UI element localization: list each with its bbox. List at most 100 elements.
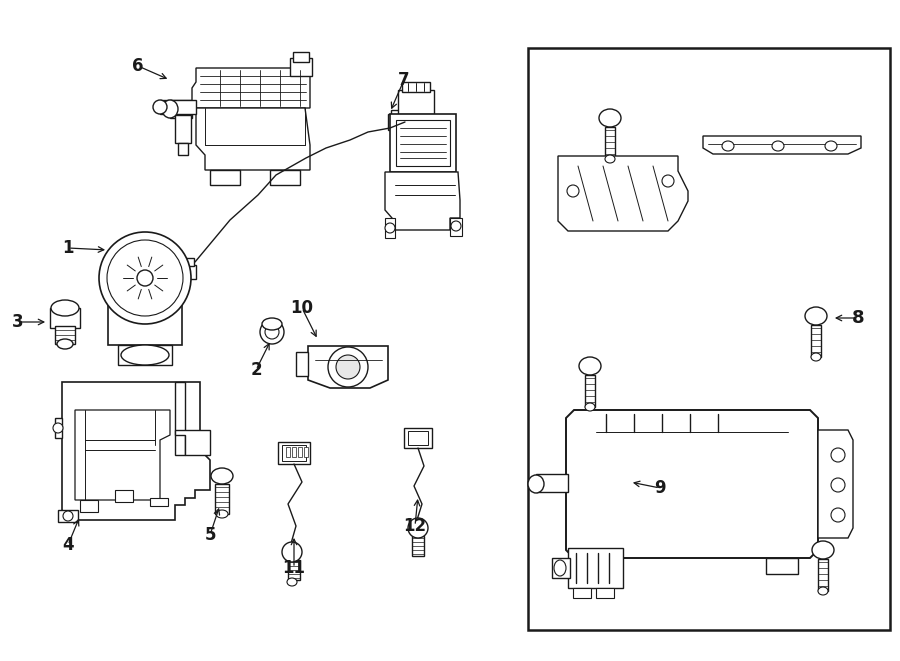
Polygon shape <box>75 410 170 500</box>
Ellipse shape <box>328 347 368 387</box>
Ellipse shape <box>528 475 544 493</box>
Bar <box>278 442 310 464</box>
Text: 7: 7 <box>398 71 410 89</box>
Ellipse shape <box>605 155 615 163</box>
Polygon shape <box>566 410 818 558</box>
Bar <box>585 375 595 407</box>
Ellipse shape <box>831 508 845 522</box>
Ellipse shape <box>137 270 153 286</box>
Text: 5: 5 <box>204 526 216 544</box>
Bar <box>596 588 614 598</box>
Bar <box>178 143 188 155</box>
Text: 8: 8 <box>851 309 864 327</box>
Polygon shape <box>385 172 460 230</box>
Text: 1: 1 <box>62 239 74 257</box>
Bar <box>293 52 309 62</box>
Bar <box>160 100 196 114</box>
Text: 2: 2 <box>250 361 262 379</box>
Ellipse shape <box>599 109 621 127</box>
Bar <box>292 447 296 457</box>
Bar <box>286 447 290 457</box>
Ellipse shape <box>57 339 73 349</box>
Bar <box>170 100 192 118</box>
Ellipse shape <box>99 232 191 324</box>
Bar <box>178 265 196 279</box>
Text: 11: 11 <box>283 559 305 577</box>
Ellipse shape <box>216 510 228 518</box>
Bar <box>818 559 828 591</box>
Polygon shape <box>192 68 310 108</box>
Text: 9: 9 <box>654 479 666 497</box>
Ellipse shape <box>51 300 79 316</box>
Ellipse shape <box>451 221 461 231</box>
Text: 6: 6 <box>132 57 144 75</box>
Bar <box>568 548 623 588</box>
Polygon shape <box>296 352 308 376</box>
Bar <box>605 127 615 159</box>
Ellipse shape <box>162 100 178 118</box>
Bar <box>150 498 168 506</box>
Bar <box>404 428 432 448</box>
Ellipse shape <box>585 403 595 411</box>
Polygon shape <box>210 170 240 185</box>
Bar <box>412 536 424 556</box>
Text: 12: 12 <box>403 517 427 535</box>
Polygon shape <box>308 346 388 388</box>
Bar <box>290 58 312 76</box>
Ellipse shape <box>107 240 183 316</box>
Ellipse shape <box>812 541 834 559</box>
Bar <box>288 560 300 580</box>
Ellipse shape <box>53 423 63 433</box>
Ellipse shape <box>772 141 784 151</box>
Ellipse shape <box>662 175 674 187</box>
Bar <box>282 445 306 461</box>
Ellipse shape <box>825 141 837 151</box>
Bar <box>118 345 172 365</box>
Ellipse shape <box>265 325 279 339</box>
Polygon shape <box>175 430 210 455</box>
Bar <box>398 90 434 114</box>
Ellipse shape <box>831 448 845 462</box>
Bar <box>396 120 450 166</box>
Polygon shape <box>55 418 62 438</box>
Polygon shape <box>270 170 300 185</box>
Polygon shape <box>175 382 185 455</box>
Bar <box>80 500 98 512</box>
Polygon shape <box>196 108 310 170</box>
Ellipse shape <box>818 587 828 595</box>
Ellipse shape <box>287 578 297 586</box>
Ellipse shape <box>831 478 845 492</box>
Polygon shape <box>703 136 861 154</box>
Bar <box>115 490 133 502</box>
Bar <box>811 325 821 357</box>
Ellipse shape <box>805 307 827 325</box>
Ellipse shape <box>408 518 428 538</box>
Text: 10: 10 <box>291 299 313 317</box>
Bar <box>390 114 456 172</box>
Bar <box>766 558 798 574</box>
Bar <box>215 484 229 514</box>
Bar <box>108 290 182 345</box>
Ellipse shape <box>282 542 302 562</box>
Polygon shape <box>58 510 78 522</box>
Ellipse shape <box>63 511 73 521</box>
Ellipse shape <box>567 185 579 197</box>
Bar <box>402 82 430 92</box>
Bar <box>552 558 570 578</box>
Bar <box>408 431 428 445</box>
Ellipse shape <box>811 353 821 361</box>
Ellipse shape <box>121 345 169 365</box>
Bar <box>528 48 890 630</box>
Ellipse shape <box>336 355 360 379</box>
Bar <box>391 110 405 116</box>
Bar <box>55 326 75 344</box>
Bar <box>450 218 462 236</box>
Ellipse shape <box>554 560 566 576</box>
Bar <box>385 218 395 238</box>
Ellipse shape <box>579 357 601 375</box>
Bar <box>175 115 191 143</box>
Bar <box>298 447 302 457</box>
Ellipse shape <box>153 100 167 114</box>
Bar <box>388 114 408 130</box>
Polygon shape <box>62 382 210 520</box>
